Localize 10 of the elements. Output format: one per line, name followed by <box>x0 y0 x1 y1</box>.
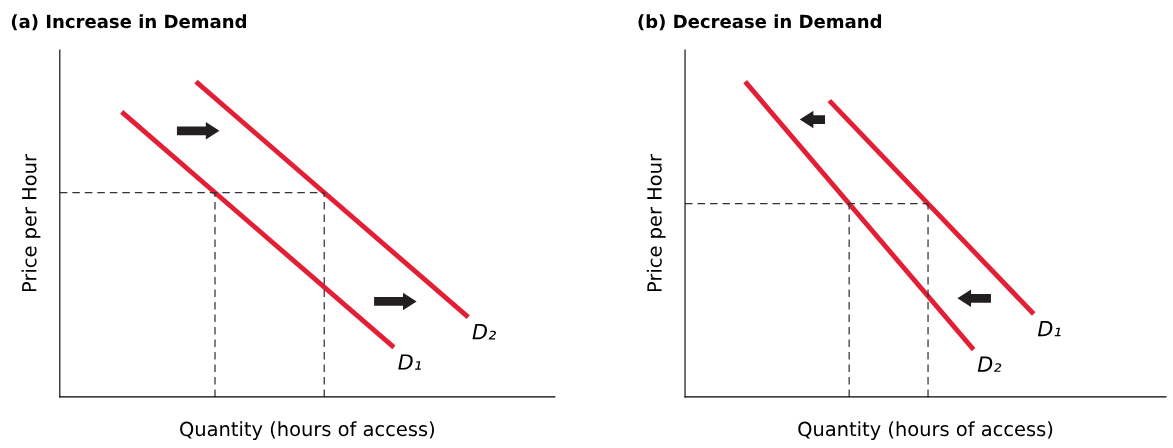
y-axis-title: Price per Hour <box>646 154 666 292</box>
x-axis-title: Quantity (hours of access) <box>798 421 1053 441</box>
series-label: D₂ <box>472 324 496 340</box>
series-label: D₁ <box>398 354 421 370</box>
y-axis-title: Price per Hour <box>21 154 41 292</box>
x-axis-title: Quantity (hours of access) <box>180 421 434 441</box>
chart-title: (a) Increase in Demand <box>11 14 247 31</box>
chart-title: (b) Decrease in Demand <box>638 14 882 31</box>
series-label: D₁ <box>1037 320 1061 337</box>
series-label: D₂ <box>977 356 1002 372</box>
